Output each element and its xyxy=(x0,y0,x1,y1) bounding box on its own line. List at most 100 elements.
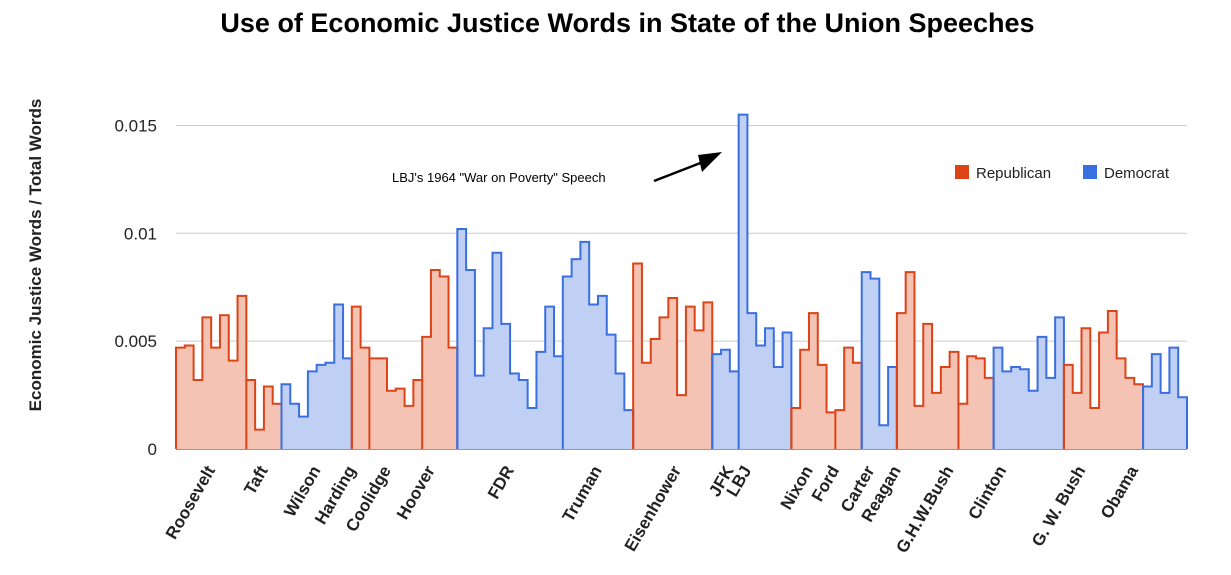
speech-bar-16-3 xyxy=(1019,369,1030,449)
speech-bar-2-2 xyxy=(299,416,309,449)
speech-bar-6-8 xyxy=(527,408,537,449)
speech-bar-17-4 xyxy=(1099,332,1109,449)
speech-bar-0-1 xyxy=(184,345,194,449)
speech-bar-7-7 xyxy=(624,410,634,449)
speech-bar-11-3 xyxy=(817,364,827,449)
speech-bar-15-2 xyxy=(976,358,986,449)
speech-bar-0-6 xyxy=(228,360,238,449)
speech-bar-2-3 xyxy=(307,371,318,449)
y-tick-label: 0 xyxy=(148,440,157,459)
speech-bar-17-1 xyxy=(1072,392,1082,449)
speech-bar-0-7 xyxy=(237,295,247,449)
x-tick-label: Roosevelt xyxy=(162,462,219,542)
x-tick-label: Nixon xyxy=(777,463,817,513)
speech-bar-4-4 xyxy=(404,405,414,449)
speech-bar-16-1 xyxy=(1002,371,1012,449)
series-line-101 xyxy=(1062,309,1145,449)
speech-bar-2-0 xyxy=(281,384,291,449)
x-tick-label: Eisenhower xyxy=(621,462,685,554)
speech-bar-2-1 xyxy=(290,403,300,449)
x-tick-label: FDR xyxy=(484,463,518,503)
speech-bar-15-1 xyxy=(967,356,977,449)
speech-bar-10-2 xyxy=(756,345,766,449)
x-tick-label: Clinton xyxy=(965,463,1011,523)
annotation-arrowhead xyxy=(698,152,722,172)
series-line-52 xyxy=(632,262,714,449)
speech-bar-3-1 xyxy=(360,347,370,449)
x-tick-label: G.H.W.Bush xyxy=(892,463,957,557)
legend: Republican Democrat xyxy=(955,165,1170,182)
speech-bar-14-1 xyxy=(905,272,915,449)
speech-bar-16-0 xyxy=(993,347,1003,449)
speech-bar-2-7 xyxy=(343,358,353,449)
speech-bar-9-0 xyxy=(712,354,722,449)
speech-bar-11-2 xyxy=(808,313,819,449)
speech-bar-8-5 xyxy=(677,395,687,449)
speech-bar-6-6 xyxy=(510,373,520,449)
speech-bar-2-4 xyxy=(316,364,326,449)
speech-bar-12-2 xyxy=(852,362,863,449)
speech-bar-6-4 xyxy=(492,252,502,449)
speech-bar-17-7 xyxy=(1125,377,1135,449)
x-tick-label: Hoover xyxy=(393,462,439,523)
series-line-70 xyxy=(790,312,863,449)
speech-bar-7-3 xyxy=(589,304,599,449)
x-tick-label: Obama xyxy=(1097,462,1143,522)
speech-bar-2-5 xyxy=(325,362,335,449)
speech-bar-0-3 xyxy=(202,317,212,449)
speech-bar-8-2 xyxy=(650,338,660,449)
speech-bar-2-6 xyxy=(334,304,344,449)
y-tick-label: 0.01 xyxy=(124,224,157,243)
speech-bar-7-5 xyxy=(606,334,616,449)
speech-bar-7-0 xyxy=(562,276,573,449)
speech-bar-5-3 xyxy=(448,347,458,449)
legend-swatch-D xyxy=(1083,165,1097,179)
speech-bar-6-9 xyxy=(536,351,546,449)
series-line-32 xyxy=(456,227,635,449)
speech-bar-12-0 xyxy=(835,410,845,449)
series-line-12 xyxy=(280,303,353,449)
speech-bar-4-5 xyxy=(413,379,423,449)
series-line-93 xyxy=(992,316,1065,449)
legend-label-D: Democrat xyxy=(1104,165,1170,182)
speech-bar-0-2 xyxy=(193,379,203,449)
speech-bar-14-5 xyxy=(940,367,951,449)
speech-bar-6-5 xyxy=(501,323,511,449)
speech-bar-14-6 xyxy=(949,351,959,449)
speech-bar-4-2 xyxy=(386,390,397,449)
speech-bar-14-0 xyxy=(896,313,907,449)
speech-bar-1-2 xyxy=(263,386,274,449)
speech-bar-6-3 xyxy=(483,328,493,449)
series-line-82 xyxy=(895,271,995,449)
speech-bar-11-1 xyxy=(800,349,810,449)
speech-bar-11-4 xyxy=(826,412,836,449)
speech-bar-17-0 xyxy=(1063,364,1074,449)
speech-bar-10-5 xyxy=(782,332,792,449)
speech-bar-1-0 xyxy=(246,379,256,449)
speech-bar-6-0 xyxy=(457,228,467,449)
y-tick-label: 0.015 xyxy=(114,116,157,135)
speech-bar-14-3 xyxy=(923,323,933,449)
speech-bar-16-6 xyxy=(1046,377,1056,449)
x-tick-label: Truman xyxy=(559,463,606,526)
speech-bar-8-7 xyxy=(694,330,704,449)
speech-bar-1-1 xyxy=(255,429,265,449)
x-tick-label: Taft xyxy=(240,462,272,498)
annotation-arrow xyxy=(653,160,704,183)
legend-swatch-R xyxy=(955,165,969,179)
speech-bar-3-0 xyxy=(351,306,362,449)
speech-bar-14-2 xyxy=(914,405,924,449)
speech-bar-18-1 xyxy=(1151,354,1162,449)
speech-bar-18-0 xyxy=(1143,386,1153,449)
speech-bar-16-4 xyxy=(1028,390,1038,449)
speech-bar-8-1 xyxy=(641,362,652,449)
speech-bar-17-5 xyxy=(1107,310,1118,449)
y-axis-ticks: 0 0.005 0.01 0.015 xyxy=(114,116,157,459)
speech-bar-17-2 xyxy=(1081,328,1091,449)
speech-bar-5-1 xyxy=(430,269,441,449)
speech-bar-8-3 xyxy=(659,317,669,449)
speech-bar-15-0 xyxy=(958,403,968,449)
speech-bar-6-1 xyxy=(466,269,476,449)
series-line-78 xyxy=(860,271,898,449)
speech-bar-8-6 xyxy=(685,306,696,449)
